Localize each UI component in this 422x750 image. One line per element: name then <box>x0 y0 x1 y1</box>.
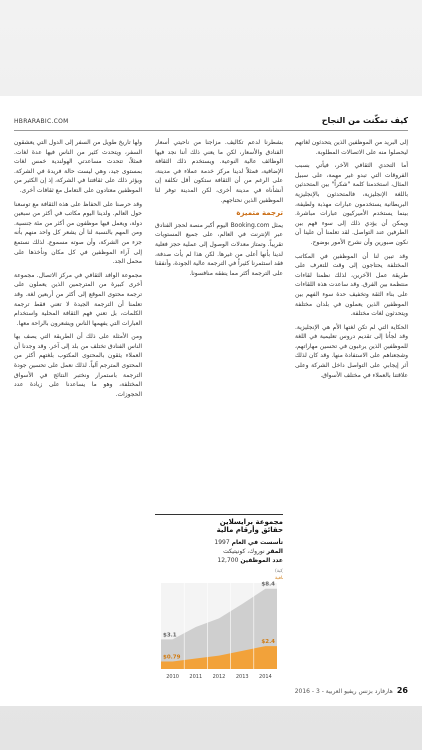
value-label: $3.1 <box>163 632 177 638</box>
x-tick-label: 2012 <box>213 674 226 680</box>
paragraph: وقد حرصنا على الحفاظ على هذه الثقافة مع … <box>14 200 142 266</box>
magazine: هارفارد بزنس ريفيو العربية - 3 - 2016 <box>294 688 393 695</box>
fact: المقر نوروك، كونيتيكت <box>155 547 283 556</box>
sidebar: مجموعة برايسلاين حقائق وأرقام مالية تأسس… <box>155 514 347 689</box>
column: ولها تاريخ طويل من السفر إلى الدول التي … <box>14 138 142 678</box>
x-tick-label: 2010 <box>166 674 179 680</box>
paragraph: مجموعة الوافد الثقافي في مركز الاتصال. م… <box>14 271 142 327</box>
column: بشطرنا لدعم تكاليف. مزاجنا من ناحيتي أسع… <box>155 138 283 678</box>
fact: تأسست في العام 1997 <box>155 538 283 547</box>
value-label: $0.79 <box>163 654 181 660</box>
fact-value: 1997 <box>214 539 230 546</box>
legend-entry: الإيرادات الصافية <box>275 576 283 581</box>
site: HBRARABIC.COM <box>14 118 69 125</box>
area <box>161 588 277 669</box>
fact-label: تأسست في العام <box>231 539 283 546</box>
paragraph: ولها تاريخ طويل من السفر إلى الدول التي … <box>14 139 142 194</box>
value-label: $8.4 <box>261 582 275 588</box>
fact-label: عدد الموظفين <box>240 557 283 564</box>
title: كيف تمكّنت من النجاح <box>321 116 408 125</box>
paragraph: ومن الأمثلة على ذلك أن الطريقة التي يصف … <box>14 333 142 398</box>
header: HBRARABIC.COM كيف تمكّنت من النجاح <box>14 116 408 131</box>
x-tick-label: 2013 <box>236 674 249 680</box>
footer: 26هارفارد بزنس ريفيو العربية - 3 - 2016 <box>295 686 408 695</box>
fact-value: 12,700 <box>217 557 239 564</box>
page: HBRARABIC.COM كيف تمكّنت من النجاح إلى ا… <box>0 96 422 706</box>
paragraph: إلى البريد من الموظفين الذين يتحدثون لغا… <box>295 139 408 156</box>
facts: تأسست في العام 1997 المقر نوروك، كونيتيكت… <box>155 538 283 565</box>
section-heading: ترجمة متميزة <box>236 209 283 218</box>
sidebar-title: مجموعة برايسلاين <box>219 518 283 526</box>
sidebar-subtitle: حقائق وأرقام مالية <box>216 526 283 534</box>
page-number: 26 <box>396 686 408 695</box>
fact-value: نوروك، كونيتيكت <box>223 548 265 555</box>
x-tick-label: 2014 <box>259 674 272 680</box>
paragraph: يمثل Booking.com اليوم أكبر منصة لحجز ال… <box>155 221 283 277</box>
fact: عدد الموظفين 12,700 <box>155 556 283 565</box>
x-tick-label: 2011 <box>189 674 202 680</box>
fact-label: المقر <box>266 548 283 555</box>
area <box>161 646 277 669</box>
value-label: $2.4 <box>261 639 275 645</box>
paragraph: أما التحدي الثقافي الآخر، فيأتي بسبب الف… <box>295 162 408 246</box>
paragraph: وقد تبين لنا أن الموظفين في المكاتب المخ… <box>295 252 408 318</box>
column: إلى البريد من الموظفين الذين يتحدثون لغا… <box>295 138 408 678</box>
chart: $3.1 $8.4 الإيرادات (مليارات الدولارات الأ… <box>161 567 347 680</box>
paragraph: الحكاية التي لم تكن لغتها الأم هي الإنجل… <box>295 323 408 379</box>
paragraph: بشطرنا لدعم تكاليف. مزاجنا من ناحيتي أسع… <box>155 139 283 204</box>
legend-entry: الإيرادات (مليارات الدولارات الأميركية) <box>275 567 283 574</box>
